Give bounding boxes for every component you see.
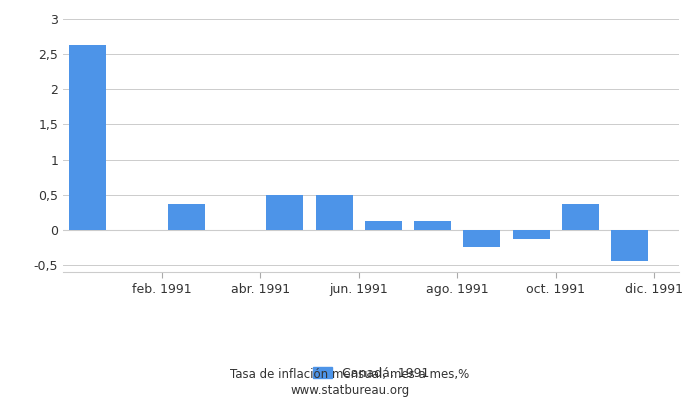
Text: Tasa de inflación mensual, mes a mes,%: Tasa de inflación mensual, mes a mes,%	[230, 368, 470, 381]
Bar	[611, 230, 648, 262]
Bar	[168, 204, 204, 230]
Text: www.statbureau.org: www.statbureau.org	[290, 384, 410, 397]
Bar	[562, 204, 599, 230]
Bar	[316, 195, 353, 230]
Bar	[414, 221, 451, 230]
Bar	[69, 45, 106, 230]
Bar	[365, 221, 402, 230]
Bar	[266, 195, 303, 230]
Legend: Canadá, 1991: Canadá, 1991	[313, 367, 429, 380]
Bar	[463, 230, 500, 248]
Bar	[512, 230, 550, 239]
